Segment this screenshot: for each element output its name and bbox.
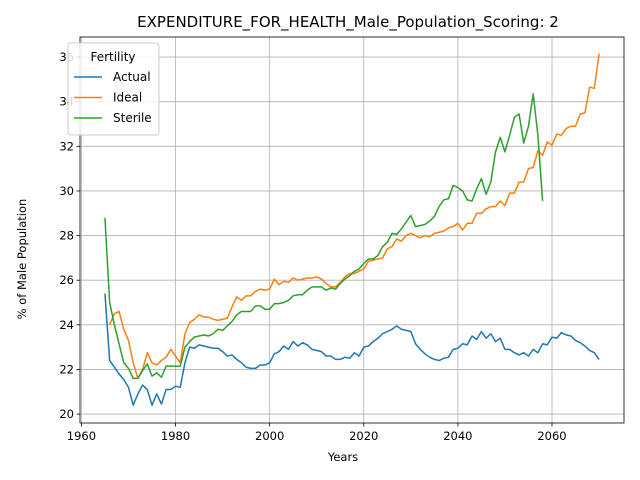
y-tick-label: 24	[59, 318, 74, 332]
grid-lines	[80, 37, 624, 423]
legend-item-ideal: Ideal	[74, 91, 142, 105]
x-tick-label: 2020	[349, 429, 378, 443]
x-tick-label: 2040	[443, 429, 472, 443]
legend-item-actual: Actual	[74, 70, 151, 84]
series-lines	[104, 53, 600, 406]
legend: Fertility Actual Ideal Sterile	[67, 42, 160, 136]
y-tick-label: 26	[59, 273, 74, 287]
x-tick-label: 2060	[537, 429, 566, 443]
y-tick-label: 32	[59, 139, 74, 153]
chart-title: EXPENDITURE_FOR_HEALTH_Male_Population_S…	[137, 13, 559, 32]
x-tick-label: 1980	[161, 429, 190, 443]
x-tick-label: 2000	[255, 429, 284, 443]
y-tick-label: 28	[59, 229, 74, 243]
y-tick-label: 30	[59, 184, 74, 198]
legend-box	[67, 42, 160, 136]
x-axis-label: Years	[327, 450, 358, 464]
legend-label: Sterile	[113, 111, 152, 125]
plot-area-frame	[79, 36, 625, 424]
y-axis-label: % of Male Population	[15, 199, 29, 320]
legend-label: Ideal	[113, 91, 142, 105]
legend-item-sterile: Sterile	[74, 111, 152, 125]
y-tick-label: 22	[59, 362, 74, 376]
x-axis-ticks: 1960 1980 2000 2020 2040 2060	[67, 423, 567, 443]
series-line-actual	[104, 293, 600, 406]
y-tick-label: 20	[59, 407, 74, 421]
x-tick-label: 1960	[67, 429, 96, 443]
series-line-sterile	[104, 93, 544, 380]
legend-title: Fertility	[90, 50, 135, 64]
series-line-ideal	[108, 53, 600, 380]
legend-label: Actual	[113, 70, 151, 84]
